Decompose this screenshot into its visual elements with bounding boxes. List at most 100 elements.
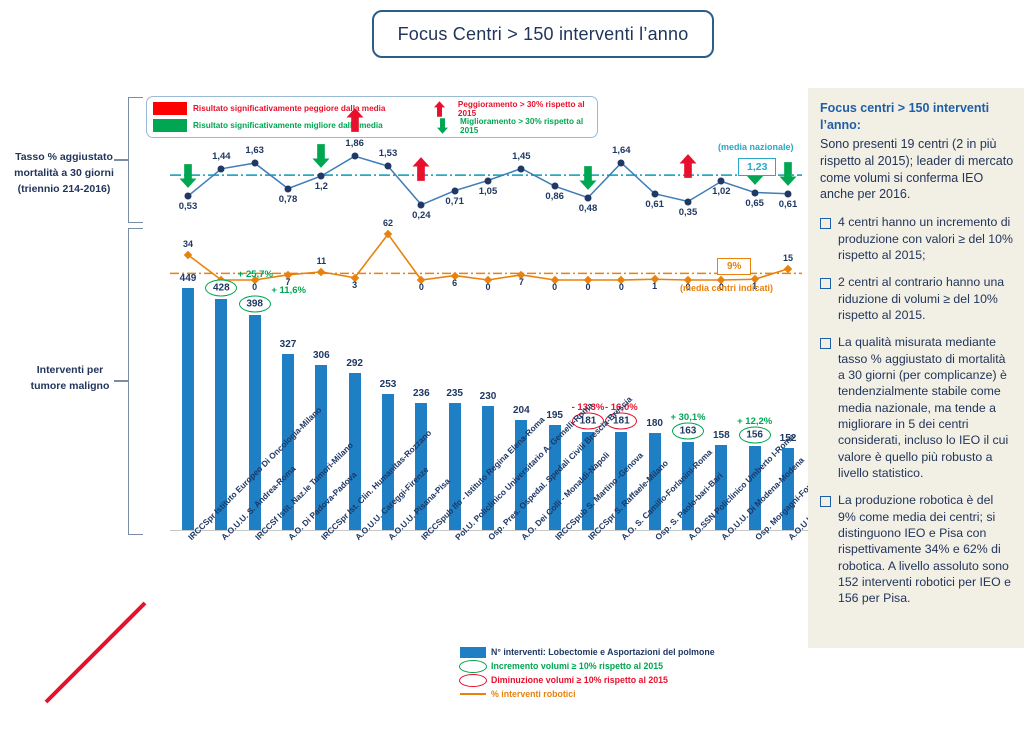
- bar: [348, 372, 361, 530]
- chart-baseline: [170, 530, 810, 531]
- commentary-intro: Sono presenti 19 centri (2 in più rispet…: [820, 136, 1014, 202]
- commentary-title: Focus centri > 150 interventi l’anno:: [820, 101, 990, 132]
- legend-series-label: % interventi robotici: [491, 689, 576, 699]
- national-mean-value: 1,23: [738, 158, 777, 176]
- volume-increase-badge: 156: [738, 426, 771, 444]
- legend-series-label: N° interventi: Lobectomie e Asportazioni…: [491, 647, 715, 657]
- mortality-value-label: 1,44: [212, 150, 231, 162]
- commentary-bullet-text: La produzione robotica è del 9% come med…: [838, 493, 1011, 606]
- down-arrow-green: [432, 117, 452, 134]
- volume-change-percent: + 30,1%: [670, 412, 706, 424]
- side-label-volumes: Interventi per tumore maligno: [30, 364, 110, 392]
- volume-decrease-badge: 181: [605, 412, 638, 430]
- robotic-value-label: 0: [718, 282, 724, 292]
- bracket-mortality: [128, 97, 143, 223]
- bar: [582, 432, 594, 530]
- bar: [248, 315, 261, 530]
- bar: [682, 442, 694, 530]
- orange-line-icon-shape: [460, 692, 486, 696]
- orange-line-icon: [455, 692, 491, 696]
- chart-area: 0,53 1,44 1,63 0,78 1,2 1,86 1,53 0,24 0,71 1,05 1…: [170, 108, 810, 540]
- mortality-point: [251, 159, 259, 167]
- mortality-value-label: 1,02: [712, 186, 731, 198]
- robotic-value-label: 34: [182, 238, 194, 249]
- robotic-value-label: 0: [418, 282, 424, 292]
- robotic-value-label: 0: [685, 282, 691, 292]
- worse-than-mean-arrow-icon: [679, 153, 697, 183]
- bar: [182, 288, 194, 530]
- bullet-square-icon: [820, 496, 831, 508]
- commentary-bullets: 4 centri hanno un incremento di produzio…: [820, 214, 1014, 607]
- volume-change-percent: + 11,6%: [271, 285, 306, 297]
- mortality-point: [384, 162, 392, 170]
- bracket-mortality-stub: [114, 159, 128, 161]
- legend-significance-label: Risultato significativamente peggiore da…: [193, 104, 386, 113]
- robotic-value-label: 6: [452, 277, 458, 288]
- robotic-value-label: 0: [485, 282, 491, 292]
- robotic-value-label: 7: [285, 276, 291, 287]
- mortality-value-label: 1,63: [245, 145, 264, 157]
- mortality-point: [351, 152, 359, 160]
- bar-value-label: 253: [379, 378, 397, 390]
- bar: [782, 448, 794, 530]
- bar: [448, 403, 461, 530]
- mortality-value-label: 1,05: [478, 185, 498, 197]
- robotic-value-label: 1: [652, 281, 658, 292]
- legend-series-row: N° interventi: Lobectomie e Asportazioni…: [455, 645, 765, 659]
- bar-value-label: 195: [546, 409, 563, 421]
- better-than-mean-arrow-icon: [179, 164, 197, 193]
- legend-series-label: Diminuzione volumi ≥ 10% rispetto al 201…: [491, 675, 668, 685]
- mortality-point: [517, 165, 525, 172]
- legend-series-row: Incremento volumi ≥ 10% rispetto al 2015: [455, 659, 765, 673]
- bar: [515, 420, 528, 530]
- mortality-point: [484, 177, 492, 184]
- bar-value-label: 236: [412, 387, 430, 399]
- robotic-value-label: 11: [316, 255, 327, 266]
- robotic-value-label: 0: [252, 282, 258, 292]
- robotic-value-label: 1: [752, 281, 758, 292]
- bar: [748, 445, 761, 530]
- robotic-mean-value: 9%: [717, 258, 752, 275]
- volume-decrease-badge: 181: [572, 412, 604, 430]
- bar-value-label: 292: [346, 357, 363, 369]
- mortality-point: [217, 165, 225, 173]
- up-arrow-red: [430, 100, 450, 117]
- legend-significance-note: Miglioramento > 30% rispetto al 2015: [460, 116, 584, 135]
- mortality-value-label: 1,2: [314, 181, 328, 192]
- bracket-volumes: [128, 228, 143, 535]
- bar: [382, 393, 394, 530]
- volume-increase-badge: 428: [205, 279, 238, 297]
- mortality-value-label: 0,71: [445, 195, 464, 207]
- better-than-mean-arrow-icon: [312, 144, 330, 173]
- bar: [415, 402, 428, 530]
- bar: [315, 365, 328, 530]
- legend-significance-row: Risultato significativamente peggiore da…: [153, 100, 591, 118]
- legend-series-row: Diminuzione volumi ≥ 10% rispetto al 201…: [455, 673, 765, 687]
- bar-value-label: 449: [179, 273, 197, 284]
- bar: [215, 299, 228, 530]
- mortality-value-label: 0,24: [412, 209, 431, 221]
- blue-square-icon: [455, 646, 491, 658]
- mortality-point: [584, 194, 592, 202]
- mortality-point: [417, 201, 425, 209]
- legend-significance-label: Risultato significativamente migliore da…: [193, 121, 383, 130]
- commentary-bullet-text: La qualità misurata mediante tasso % agg…: [838, 335, 1009, 481]
- side-label-mortality: Tasso % aggiustato mortalità a 30 giorni…: [14, 151, 114, 195]
- bar: [615, 432, 628, 530]
- mortality-value-label: 0,78: [278, 193, 298, 205]
- national-mean-label: (media nazionale): [718, 142, 794, 152]
- mortality-value-label: 1,64: [612, 144, 631, 156]
- robotic-value-label: 0: [552, 282, 558, 292]
- bullet-square-icon: [820, 278, 831, 290]
- better-than-mean-arrow-icon: [579, 165, 597, 195]
- robotic-mean-label: (media centri indicati): [680, 283, 774, 293]
- bar-value-label: 204: [512, 405, 530, 417]
- mortality-value-label: 1,45: [512, 150, 531, 162]
- volume-change-percent: - 16,0%: [604, 402, 638, 414]
- commentary-bullet: La produzione robotica è del 9% come med…: [820, 492, 1014, 606]
- commentary-bullet: 2 centri al contrario hanno una riduzion…: [820, 274, 1014, 323]
- mortality-point: [317, 172, 325, 180]
- mortality-value-label: 0,86: [545, 191, 564, 203]
- green-ellipse-icon: [455, 659, 491, 673]
